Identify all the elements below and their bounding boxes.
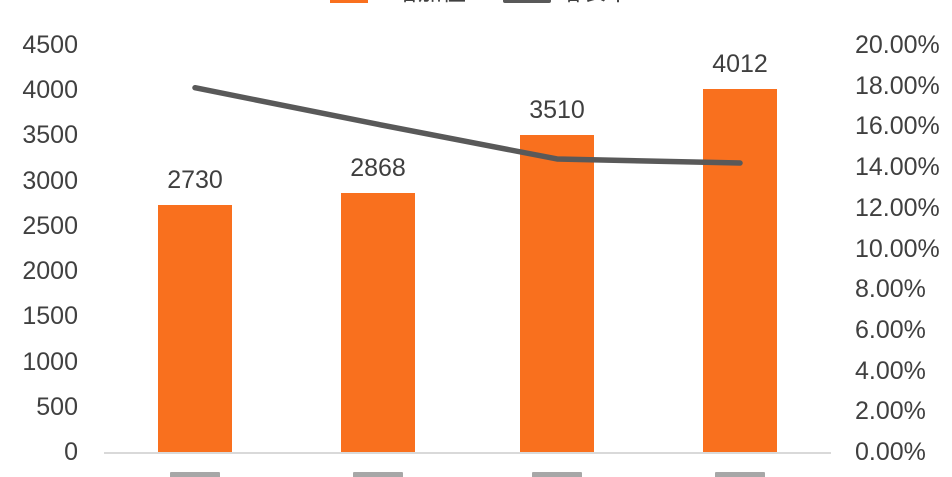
right-axis-tick-label: 2.00%	[855, 397, 926, 426]
right-axis-tick-label: 12.00%	[855, 193, 940, 222]
legend-line-swatch	[503, 0, 551, 3]
left-axis-tick-label: 4500	[22, 31, 78, 59]
right-axis-tick-label: 0.00%	[855, 438, 926, 466]
right-axis-tick-label: 20.00%	[855, 31, 940, 59]
right-axis-tick-label: 8.00%	[855, 275, 926, 304]
bar-data-label: 2868	[350, 153, 406, 182]
category-label-cropped	[353, 472, 403, 477]
left-axis-tick-label: 1500	[22, 302, 78, 331]
left-axis-tick-label: 2000	[22, 257, 78, 286]
bar-data-label: 2730	[167, 166, 223, 195]
bar-data-label: 4012	[712, 50, 768, 79]
right-axis-tick-label: 18.00%	[855, 71, 940, 100]
bar-column	[341, 192, 415, 452]
left-axis-tick-label: 500	[36, 392, 78, 421]
left-axis-tick-label: 3500	[22, 121, 78, 150]
category-label-cropped	[715, 472, 765, 477]
right-axis-tick-label: 14.00%	[855, 153, 940, 182]
right-axis-tick-label: 10.00%	[855, 234, 940, 263]
legend-label-line-series: 增长率	[558, 0, 630, 6]
bar-column	[703, 89, 777, 452]
right-axis-tick-label: 6.00%	[855, 315, 926, 344]
left-axis-tick-label: 2500	[22, 211, 78, 240]
right-axis-tick-label: 4.00%	[855, 356, 926, 385]
left-axis-tick-label: 3000	[22, 166, 78, 195]
category-axis-line	[104, 452, 831, 454]
growth-rate-line	[192, 84, 743, 166]
legend-bar-swatch	[330, 0, 368, 3]
bar-data-label: 3510	[529, 95, 585, 124]
bar-column	[158, 205, 232, 452]
right-axis-tick-label: 16.00%	[855, 112, 940, 141]
legend-label-bar-series: 增加值	[394, 0, 466, 6]
bar-column	[520, 134, 594, 452]
category-label-cropped	[532, 472, 582, 477]
category-label-cropped	[170, 472, 220, 477]
left-axis-tick-label: 4000	[22, 76, 78, 105]
left-axis-tick-label: 0	[64, 438, 78, 466]
left-axis-tick-label: 1000	[22, 347, 78, 376]
